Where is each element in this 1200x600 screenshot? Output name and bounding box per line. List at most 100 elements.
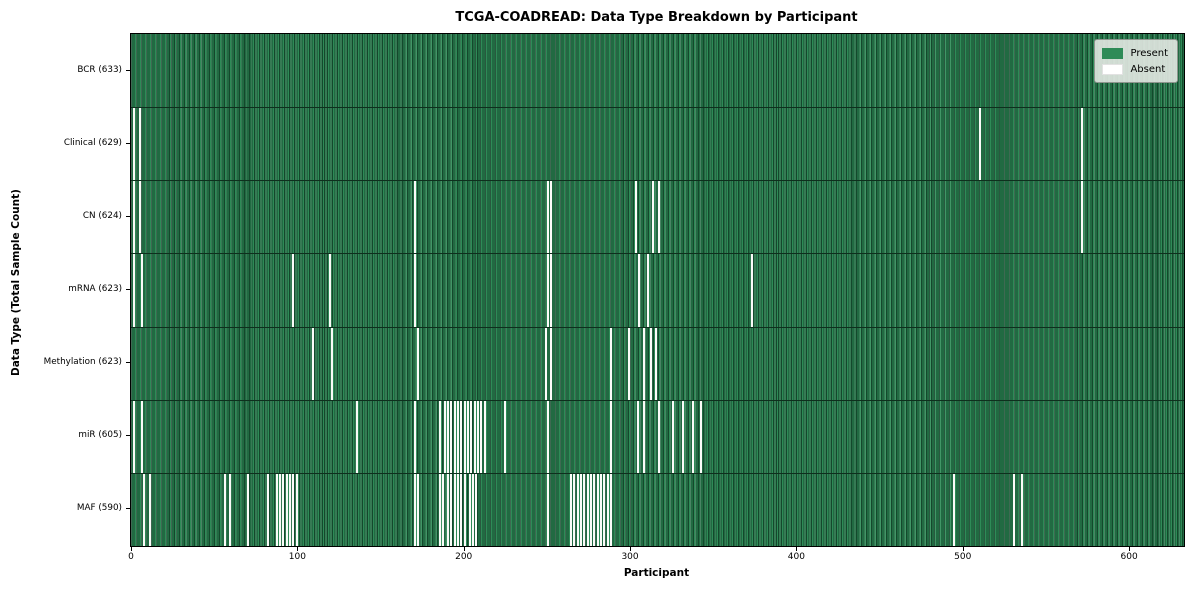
legend-absent-label: Absent <box>1130 63 1166 75</box>
absent-stripe <box>1020 473 1023 546</box>
absent-stripe <box>643 327 646 400</box>
absent-stripe <box>132 108 135 181</box>
chart-title: TCGA-COADREAD: Data Type Breakdown by Pa… <box>455 10 858 25</box>
absent-stripe <box>699 400 702 473</box>
absent-stripe <box>295 473 298 546</box>
absent-stripe <box>1080 181 1083 254</box>
y-tick-mark <box>126 289 130 290</box>
absent-stripe <box>636 400 639 473</box>
y-tick-label: Clinical (629) <box>63 137 122 148</box>
absent-stripe <box>443 400 446 473</box>
x-tick-mark <box>463 547 465 551</box>
absent-stripe <box>475 473 478 546</box>
absent-stripe <box>447 400 450 473</box>
absent-stripe <box>457 400 460 473</box>
absent-stripe <box>267 473 270 546</box>
absent-swatch-icon <box>1102 63 1124 75</box>
x-tick-label: 500 <box>954 552 972 562</box>
absent-stripe <box>292 473 295 546</box>
absent-stripe <box>470 400 473 473</box>
absent-stripe <box>142 473 145 546</box>
absent-stripe <box>550 181 553 254</box>
y-tick-mark <box>126 435 130 437</box>
absent-stripe <box>638 254 641 327</box>
absent-stripe <box>550 327 553 400</box>
absent-stripe <box>467 400 470 473</box>
absent-stripe <box>550 254 553 327</box>
present-swatch-icon <box>1102 47 1124 59</box>
absent-stripe <box>751 254 754 327</box>
absent-stripe <box>282 473 285 546</box>
absent-stripe <box>453 400 456 473</box>
absent-stripe <box>610 473 613 546</box>
y-tick-label: BCR (633) <box>77 64 122 75</box>
absent-stripe <box>417 473 420 546</box>
absent-stripe <box>593 473 596 546</box>
absent-stripe <box>450 473 453 546</box>
absent-stripe <box>447 473 450 546</box>
absent-stripe <box>586 473 589 546</box>
y-tick-mark <box>126 69 130 71</box>
x-tick-label: 400 <box>787 552 805 562</box>
absent-stripe <box>473 400 476 473</box>
y-tick-mark <box>126 508 130 510</box>
row-bcr <box>131 34 1184 108</box>
absent-stripe <box>279 473 282 546</box>
y-tick-label: mRNA (623) <box>68 284 122 294</box>
absent-stripe <box>628 327 631 400</box>
absent-stripe <box>132 254 135 327</box>
absent-stripe <box>580 473 583 546</box>
absent-stripe <box>546 181 549 254</box>
legend-item-present: Present <box>1102 45 1168 61</box>
x-tick-mark <box>796 547 798 551</box>
absent-stripe <box>650 327 652 400</box>
x-axis-title: Participant <box>623 567 690 579</box>
absent-stripe <box>292 254 295 327</box>
absent-stripe <box>330 327 333 400</box>
absent-stripe <box>573 473 576 546</box>
absent-stripe <box>463 473 466 546</box>
y-tick-label: Methylation (623) <box>43 357 122 368</box>
absent-stripe <box>132 400 135 473</box>
absent-stripe <box>590 473 593 546</box>
absent-stripe <box>658 181 661 254</box>
y-tick-mark <box>126 215 130 217</box>
y-tick-label: CN (624) <box>82 210 122 221</box>
absent-stripe <box>355 400 358 473</box>
row-mrna <box>131 253 1184 327</box>
absent-stripe <box>438 473 441 546</box>
absent-stripe <box>979 108 982 181</box>
x-tick-mark <box>630 547 632 551</box>
plot-area: Present Absent <box>130 33 1185 547</box>
absent-stripe <box>546 400 549 473</box>
x-tick-mark <box>297 547 299 551</box>
absent-stripe <box>457 473 460 546</box>
absent-stripe <box>328 254 331 327</box>
x-tick-mark <box>962 547 964 551</box>
absent-stripe <box>453 473 456 546</box>
absent-stripe <box>438 400 441 473</box>
absent-stripe <box>503 400 506 473</box>
absent-stripe <box>545 327 548 400</box>
absent-stripe <box>671 400 674 473</box>
absent-stripe <box>247 473 250 546</box>
absent-stripe <box>472 473 475 546</box>
x-tick-label: 0 <box>128 552 134 562</box>
absent-stripe <box>460 400 463 473</box>
absent-stripe <box>417 327 420 400</box>
absent-stripe <box>463 400 466 473</box>
absent-stripe <box>477 400 479 473</box>
row-clinical <box>131 107 1184 181</box>
y-tick-label: MAF (590) <box>76 503 122 514</box>
absent-stripe <box>610 400 613 473</box>
legend-present-label: Present <box>1130 47 1168 59</box>
absent-stripe <box>139 108 142 181</box>
absent-stripe <box>583 473 586 546</box>
absent-stripe <box>655 327 657 400</box>
row-mir <box>131 399 1184 473</box>
y-tick-label: miR (605) <box>78 430 122 441</box>
row-methylation <box>131 326 1184 400</box>
absent-stripe <box>646 254 649 327</box>
absent-stripe <box>1012 473 1015 546</box>
